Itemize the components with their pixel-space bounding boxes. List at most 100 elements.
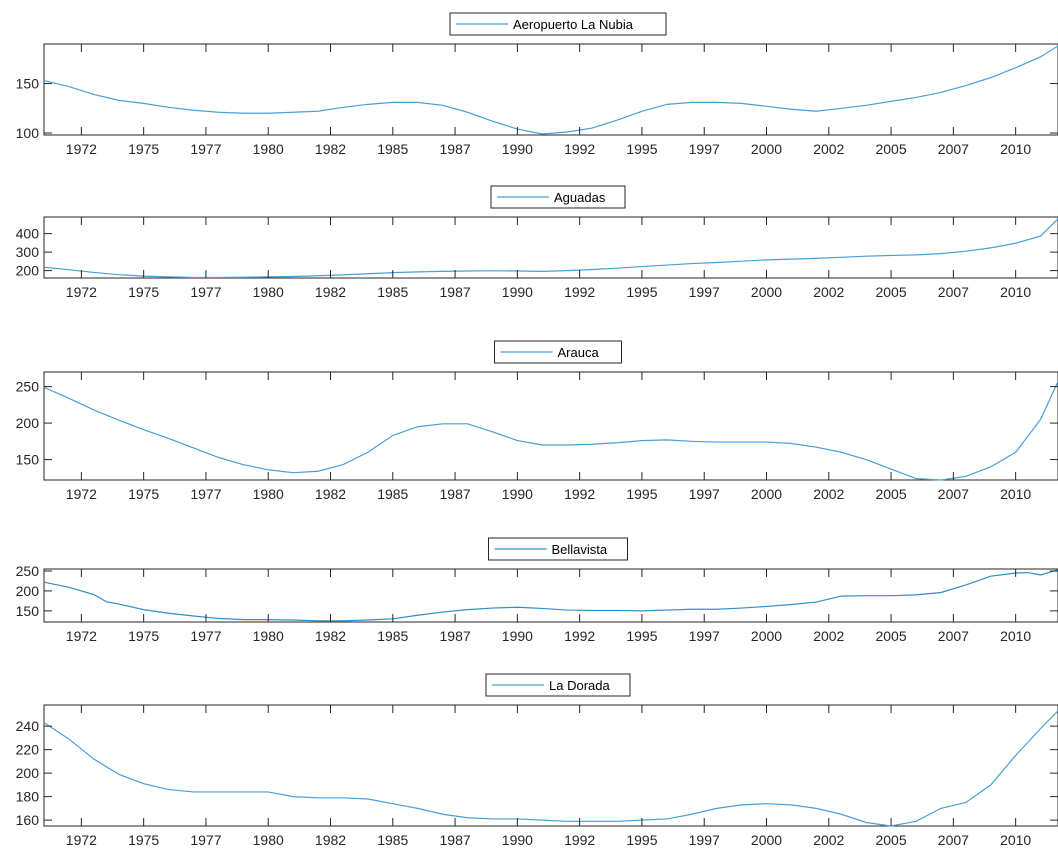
y-tick-label: 150 [16,603,40,619]
subplot-5: 1972 1975 1977 1980 1982 1985 1987 1990 1992 1995… [16,673,1058,848]
legend-box [490,185,626,209]
x-tick-label: 1977 [190,141,221,157]
x-tick-label: 1997 [689,628,720,644]
axes-box [43,43,1058,136]
x-tick-label: 2005 [875,628,906,644]
series-line-1 [43,218,1058,279]
x-tick-label: 2000 [751,832,782,848]
series-line-1 [43,381,1058,481]
y-tick-label: 240 [16,718,40,734]
y-tick-label: 200 [16,415,40,431]
y-tick-label: 200 [16,583,40,599]
y-tick-label: 200 [16,765,40,781]
x-tick-label: 2002 [813,486,844,502]
y-tick-label: 250 [16,563,40,579]
x-tick-label: 1982 [315,628,346,644]
x-tick-label: 1985 [377,486,408,502]
legend: Arauca [494,340,622,364]
x-tick-label: 2010 [1000,628,1031,644]
y-tick-label: 150 [16,76,40,92]
x-tick-label: 1982 [315,284,346,300]
subplot-2: 1972 1975 1977 1980 1982 1985 1987 1990 1992 1995… [16,185,1058,300]
y-tick-label: 250 [16,379,40,395]
x-tick-label: 1990 [502,284,533,300]
x-tick-label: 1972 [66,628,97,644]
x-tick-label: 1975 [128,486,159,502]
x-tick-label: 2000 [751,141,782,157]
x-tick-label: 1990 [502,486,533,502]
y-tick-label: 100 [16,125,40,141]
series-line-1 [43,45,1058,135]
x-tick-label: 2007 [938,284,969,300]
x-tick-label: 2005 [875,284,906,300]
series-line-1 [43,569,1058,622]
x-tick-label: 1975 [128,628,159,644]
x-tick-label: 1975 [128,832,159,848]
x-tick-label: 1982 [315,141,346,157]
axes-box [43,216,1058,279]
axes-box [43,371,1058,481]
legend: Aguadas [490,185,626,209]
x-tick-label: 1995 [626,832,657,848]
x-tick-label: 2000 [751,486,782,502]
series-line-1 [43,710,1058,827]
legend-label: La Dorada [549,678,610,693]
x-tick-label: 1987 [440,832,471,848]
x-tick-label: 1972 [66,284,97,300]
x-tick-label: 2007 [938,832,969,848]
x-tick-label: 1972 [66,832,97,848]
x-tick-label: 2010 [1000,141,1031,157]
x-tick-label: 1982 [315,832,346,848]
subplot-1: 1972 1975 1977 1980 1982 1985 1987 1990 1992 1995… [16,12,1058,157]
x-tick-label: 2000 [751,284,782,300]
x-tick-label: 1985 [377,141,408,157]
x-tick-label: 1977 [190,284,221,300]
x-tick-label: 1975 [128,141,159,157]
x-tick-label: 1985 [377,832,408,848]
legend: La Dorada [485,673,631,697]
y-tick-label: 300 [16,244,40,260]
x-tick-label: 1977 [190,486,221,502]
x-tick-label: 1987 [440,628,471,644]
legend-label: Aguadas [554,190,606,205]
x-tick-label: 1992 [564,141,595,157]
x-tick-label: 1972 [66,486,97,502]
y-tick-label: 400 [16,226,40,242]
legend-label: Bellavista [552,542,608,557]
x-tick-label: 1997 [689,141,720,157]
x-tick-label: 1987 [440,486,471,502]
x-tick-label: 2010 [1000,832,1031,848]
legend-label: Aeropuerto La Nubia [513,17,634,32]
legend-label: Arauca [558,345,600,360]
x-tick-label: 2002 [813,284,844,300]
x-tick-label: 1990 [502,832,533,848]
legend-box [485,673,631,697]
legend-box [488,537,628,561]
x-tick-label: 2002 [813,832,844,848]
x-tick-label: 1997 [689,284,720,300]
x-tick-label: 2007 [938,486,969,502]
x-tick-label: 1975 [128,284,159,300]
y-tick-label: 160 [16,812,40,828]
legend-box [494,340,622,364]
x-tick-label: 1977 [190,628,221,644]
x-tick-label: 1990 [502,628,533,644]
x-tick-label: 2005 [875,486,906,502]
x-tick-label: 1987 [440,284,471,300]
legend: Aeropuerto La Nubia [449,12,667,36]
x-tick-label: 1980 [253,141,284,157]
x-tick-label: 1980 [253,832,284,848]
x-tick-label: 1995 [626,284,657,300]
legend-box [449,12,667,36]
x-tick-label: 1995 [626,628,657,644]
x-tick-label: 2002 [813,141,844,157]
x-tick-label: 2010 [1000,486,1031,502]
x-tick-label: 2005 [875,141,906,157]
x-tick-label: 1992 [564,832,595,848]
x-tick-label: 2007 [938,628,969,644]
x-tick-label: 1985 [377,628,408,644]
x-tick-label: 1982 [315,486,346,502]
x-tick-label: 1992 [564,628,595,644]
x-tick-label: 1980 [253,486,284,502]
x-tick-label: 1985 [377,284,408,300]
